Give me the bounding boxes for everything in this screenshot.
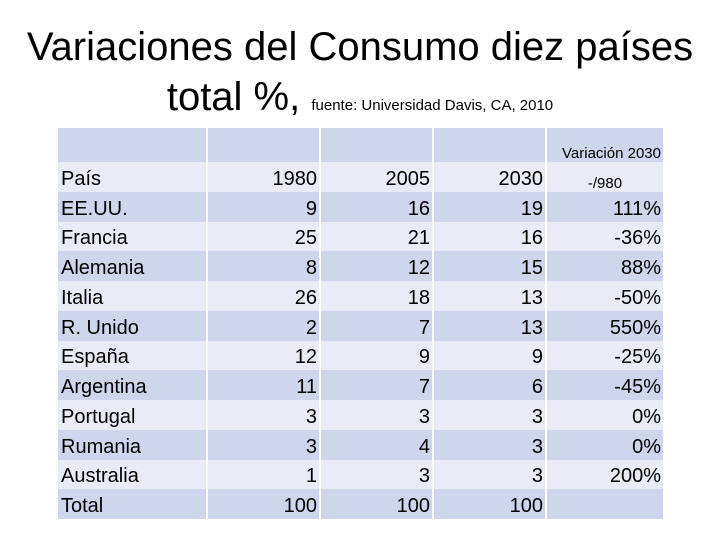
- cell-2030: 16: [434, 221, 545, 252]
- cell-1980: 9: [208, 191, 319, 222]
- cell-variation: 88%: [547, 251, 663, 281]
- cell-variation: 0%: [547, 400, 663, 430]
- cell-1980: 3: [208, 400, 319, 430]
- page-title: Variaciones del Consumo diez países: [26, 25, 694, 69]
- cell-1980: 3: [208, 429, 319, 460]
- cell-variation: -50%: [547, 281, 663, 311]
- table-top-band-cell: [208, 128, 319, 162]
- cell-variation: [547, 489, 663, 519]
- cell-2030: 13: [434, 281, 545, 311]
- cell-1980: 100: [208, 489, 319, 519]
- cell-2030: 3: [434, 429, 545, 460]
- source-note: fuente: Universidad Davis, CA, 2010: [311, 97, 554, 114]
- cell-2005: 21: [321, 221, 432, 252]
- cell-country: EE.UU.: [58, 191, 206, 222]
- cell-country: Rumania: [58, 429, 206, 460]
- cell-country: Italia: [58, 281, 206, 311]
- cell-2005: 7: [321, 370, 432, 400]
- cell-variation: 111%: [547, 191, 663, 222]
- header-2005: 2005: [321, 162, 432, 192]
- table-top-band-cell: [58, 128, 206, 162]
- cell-1980: 8: [208, 251, 319, 281]
- cell-country: R. Unido: [58, 310, 206, 341]
- cell-2005: 3: [321, 459, 432, 490]
- cell-2005: 9: [321, 340, 432, 371]
- cell-2030: 3: [434, 459, 545, 490]
- cell-2030: 15: [434, 251, 545, 281]
- cell-2005: 3: [321, 400, 432, 430]
- cell-country: Portugal: [58, 400, 206, 430]
- cell-2030: 19: [434, 191, 545, 222]
- cell-1980: 26: [208, 281, 319, 311]
- cell-2005: 12: [321, 251, 432, 281]
- header-country: País: [58, 162, 206, 192]
- title-line2: total %,: [166, 75, 301, 119]
- table-top-band-cell: [434, 128, 545, 162]
- header-1980: 1980: [208, 162, 319, 192]
- cell-variation: -25%: [547, 340, 663, 371]
- cell-1980: 2: [208, 310, 319, 341]
- cell-1980: 1: [208, 459, 319, 490]
- consumption-table: Variación 2030 País 1980 2005 2030 -/980…: [58, 128, 663, 519]
- cell-1980: 11: [208, 370, 319, 400]
- page-subtitle: total %, fuente: Universidad Davis, CA, …: [0, 74, 720, 129]
- cell-2005: 16: [321, 191, 432, 222]
- cell-variation: 0%: [547, 429, 663, 460]
- header-2030: 2030: [434, 162, 545, 192]
- cell-2005: 18: [321, 281, 432, 311]
- variation-header: Variación 2030: [547, 128, 663, 162]
- table-top-band-cell: [321, 128, 432, 162]
- cell-variation: -36%: [547, 221, 663, 252]
- cell-2030: 13: [434, 310, 545, 341]
- variation-header-line2: -/980: [587, 174, 623, 192]
- cell-2005: 4: [321, 429, 432, 460]
- cell-country: Alemania: [58, 251, 206, 281]
- cell-1980: 12: [208, 340, 319, 371]
- cell-country: Francia: [58, 221, 206, 252]
- cell-2030: 3: [434, 400, 545, 430]
- cell-country: Total: [58, 489, 206, 519]
- cell-2030: 100: [434, 489, 545, 519]
- variation-header-sub: -/980: [547, 162, 663, 192]
- variation-header-line1: Variación 2030: [562, 145, 661, 162]
- cell-variation: 200%: [547, 459, 663, 490]
- cell-country: Argentina: [58, 370, 206, 400]
- cell-country: España: [58, 340, 206, 371]
- cell-2005: 100: [321, 489, 432, 519]
- cell-variation: 550%: [547, 310, 663, 341]
- cell-1980: 25: [208, 221, 319, 252]
- cell-country: Australia: [58, 459, 206, 490]
- cell-2005: 7: [321, 310, 432, 341]
- cell-2030: 9: [434, 340, 545, 371]
- cell-variation: -45%: [547, 370, 663, 400]
- cell-2030: 6: [434, 370, 545, 400]
